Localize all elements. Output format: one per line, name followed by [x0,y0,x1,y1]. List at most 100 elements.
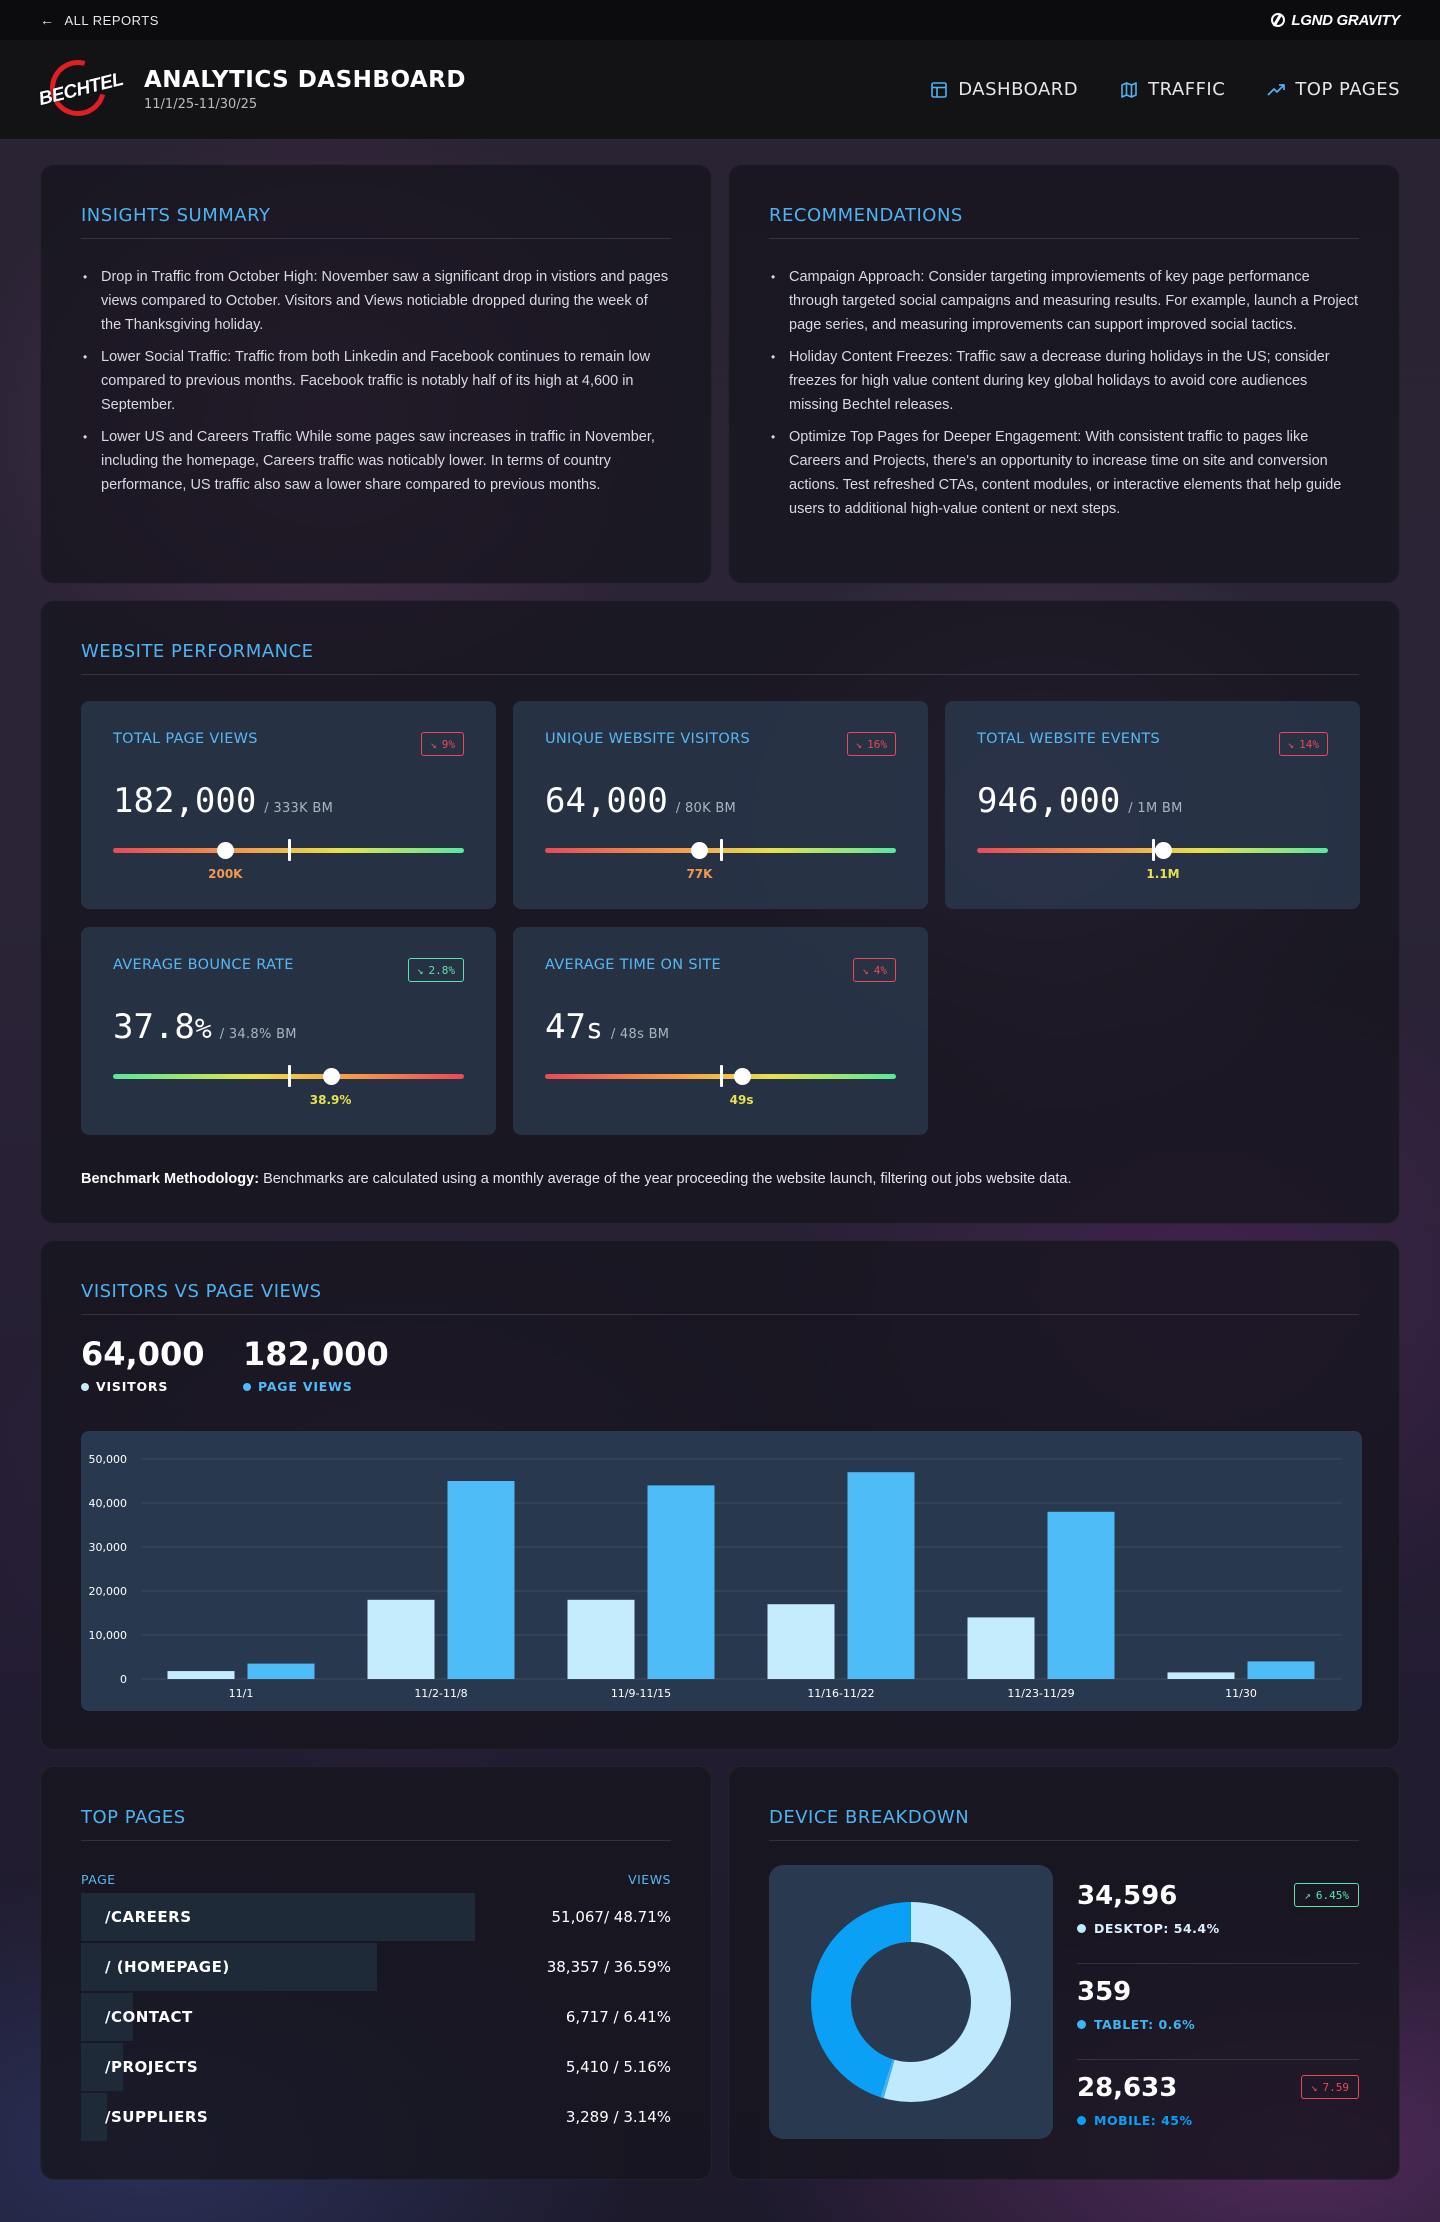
date-range: 11/1/25-11/30/25 [144,97,258,112]
x-tick-label: 11/1 [229,1687,254,1700]
all-reports-link[interactable]: ← ALL REPORTS [40,12,159,28]
top-page-row[interactable]: /PROJECTS 5,410 / 5.16% [81,2043,671,2091]
kpi-benchmark-marker [1151,839,1155,861]
nav-top-pages[interactable]: TOP PAGES [1267,79,1400,100]
bar-chart-svg: 0 10,000 20,000 30,000 40,000 50,000 11/1 11/2-… [89,1453,1341,1700]
insight-item: Lower US and Careers Traffic While some … [81,425,671,497]
visitors-bar [967,1617,1035,1679]
bechtel-logo: BECHTEL [37,49,125,126]
recommendations-title: RECOMMENDATIONS [769,205,1359,239]
arrow-down-right-icon: ↘ [1287,737,1295,751]
top-pages-panel: TOP PAGES PAGE VIEWS /CAREERS 51,067/ 48.… [40,1766,712,2180]
y-tick-label: 50,000 [89,1453,128,1466]
kpi-card: AVERAGE TIME ON SITE ↘ 4% 47s/ 48s BM 49s [513,927,928,1135]
pageviews-legend-dot [243,1382,251,1391]
pageviews-bar [447,1481,515,1679]
top-page-row[interactable]: /CONTACT 6,717 / 6.41% [81,1993,671,2041]
trending-up-icon [1267,83,1286,96]
website-performance-panel: WEBSITE PERFORMANCE TOTAL PAGE VIEWS ↘ 9% 1… [40,600,1400,1224]
recommendation-item: Campaign Approach: Consider targeting im… [769,265,1359,337]
kpi-target-marker [691,842,709,859]
top-utility-bar: ← ALL REPORTS LGND GRAVITY [0,0,1440,40]
kpi-benchmark-marker [287,1065,291,1087]
top-page-views: 6,717 / 6.41% [565,2008,671,2026]
col-views: VIEWS [628,1872,671,1887]
all-reports-label: ALL REPORTS [64,12,159,28]
visitors-bar [367,1599,435,1679]
kpi-card: UNIQUE WEBSITE VISITORS ↘ 16% 64,000/ 80K B… [513,701,928,909]
device-count: 359 [1077,1977,1132,2007]
arrow-left-icon: ← [40,12,55,28]
visitors-chart-title: VISITORS VS PAGE VIEWS [81,1281,1359,1315]
device-breakdown-panel: DEVICE BREAKDOWN 34,596 DESKTOP: 54.4% ↗ 6.… [728,1766,1400,2180]
top-page-views: 51,067/ 48.71% [551,1908,671,1926]
col-page: PAGE [81,1872,116,1887]
kpi-benchmark: / 48s BM [610,1027,670,1042]
page-title: ANALYTICS DASHBOARD [144,67,466,93]
kpi-target-value: 1.1M [1146,867,1180,881]
performance-title: WEBSITE PERFORMANCE [81,641,1359,675]
kpi-change-badge: ↘ 9% [421,732,464,756]
y-tick-label: 0 [120,1673,127,1686]
kpi-value: 47s/ 48s BM [545,1007,670,1047]
visitors-bar [167,1671,235,1679]
pageviews-bar [847,1472,915,1679]
kpi-target-marker [1155,842,1173,859]
pageviews-bar [647,1485,715,1679]
x-tick-label: 11/23-11/29 [1007,1687,1074,1700]
top-page-row[interactable]: /SUPPLIERS 3,289 / 3.14% [81,2093,671,2141]
benchmark-methodology: Benchmark Methodology: Benchmarks are ca… [81,1171,1072,1187]
device-legend-dot [1077,2116,1086,2125]
layout-icon [931,81,948,98]
top-page-name: /PROJECTS [105,2058,199,2076]
kpi-target-marker [733,1068,751,1085]
device-legend: MOBILE: 45% [1077,2113,1193,2128]
arrow-up-right-icon: ↗ [1304,1888,1311,1902]
kpi-benchmark-marker [719,1065,723,1087]
recommendation-item: Holiday Content Freezes: Traffic saw a d… [769,345,1359,417]
nav-traffic[interactable]: TRAFFIC [1120,79,1225,100]
top-page-share-bar [81,1993,133,2041]
top-page-name: /CAREERS [105,1908,192,1926]
lgnd-gravity-logo: LGND GRAVITY [1271,12,1400,29]
device-stat: 28,633 MOBILE: 45% ↘ 7.59 [1077,2067,1359,2151]
device-legend-dot [1077,1924,1086,1933]
device-stat: 34,596 DESKTOP: 54.4% ↗ 6.45% [1077,1875,1359,1959]
arrow-down-right-icon: ↘ [430,737,437,751]
kpi-label: TOTAL PAGE VIEWS [113,731,258,747]
device-change-badge: ↗ 6.45% [1294,1883,1359,1907]
pageviews-bar [247,1663,315,1679]
pageviews-bar [1047,1511,1115,1679]
gravity-logo-icon [1271,13,1286,27]
kpi-change-badge: ↘ 4% [853,958,896,982]
visitors-bar [1167,1672,1235,1679]
top-page-row[interactable]: / (HOMEPAGE) 38,357 / 36.59% [81,1943,671,1991]
device-divider [1077,1963,1359,1964]
top-page-share-bar [81,2093,107,2141]
recommendations-panel: RECOMMENDATIONS Campaign Approach: Consi… [728,164,1400,584]
visitors-bar-chart: 0 10,000 20,000 30,000 40,000 50,000 11/1 11/2-… [81,1431,1362,1711]
kpi-target-value: 38.9% [309,1093,352,1107]
insight-item: Lower Social Traffic: Traffic from both … [81,345,671,417]
y-tick-label: 40,000 [89,1497,128,1510]
arrow-down-right-icon: ↘ [862,963,869,977]
top-page-views: 5,410 / 5.16% [565,2058,671,2076]
top-page-share-bar [81,1893,475,1941]
kpi-card: AVERAGE BOUNCE RATE ↘ 2.8% 37.8%/ 34.8% BM 3… [81,927,496,1135]
y-tick-label: 10,000 [89,1629,128,1642]
x-tick-label: 11/16-11/22 [807,1687,874,1700]
insights-title: INSIGHTS SUMMARY [81,205,671,239]
kpi-change-badge: ↘ 16% [846,732,896,756]
kpi-target-value: 49s [729,1093,754,1107]
top-page-views: 38,357 / 36.59% [546,1958,671,1976]
insights-summary-panel: INSIGHTS SUMMARY Drop in Traffic from Oc… [40,164,712,584]
top-page-row[interactable]: /CAREERS 51,067/ 48.71% [81,1893,671,1941]
top-page-share-bar [81,2043,123,2091]
arrow-down-right-icon: ↘ [855,737,863,751]
device-count: 28,633 [1077,2073,1178,2103]
pageviews-total: 182,000 [243,1335,389,1373]
kpi-target-value: 77K [686,867,713,881]
nav-dashboard[interactable]: DASHBOARD [930,79,1078,100]
top-page-name: /CONTACT [105,2008,193,2026]
insight-item: Drop in Traffic from October High: Novem… [81,265,671,337]
